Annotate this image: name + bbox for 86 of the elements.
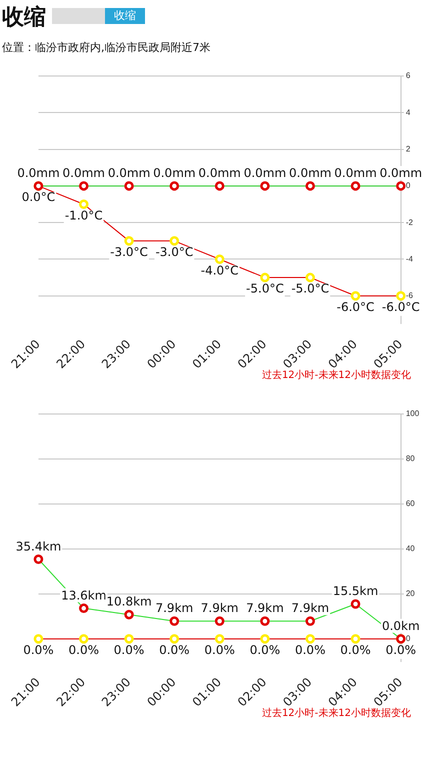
text: 过去12小时-未来12小时数据变化 bbox=[262, 706, 411, 720]
y-tick-label: 80 bbox=[406, 454, 416, 464]
point bbox=[350, 634, 360, 644]
point bbox=[305, 272, 315, 282]
y-tick-label: 20 bbox=[406, 589, 416, 598]
point bbox=[214, 634, 224, 644]
point bbox=[170, 236, 180, 246]
data-label: 0.0mm bbox=[17, 166, 60, 180]
data-label: 0.0% bbox=[159, 643, 190, 657]
point bbox=[396, 181, 406, 191]
y-tick-label: -4 bbox=[406, 254, 414, 264]
y-tick-label: 2 bbox=[406, 144, 411, 154]
point bbox=[79, 634, 88, 644]
y-tick-label: 0 bbox=[406, 181, 411, 190]
point bbox=[350, 181, 360, 191]
data-label: 13.6km bbox=[61, 588, 106, 602]
point bbox=[124, 634, 134, 644]
data-label: 0.0% bbox=[68, 643, 100, 657]
data-label: 7.9km bbox=[200, 601, 239, 616]
data-label: 0.0% bbox=[114, 643, 144, 657]
y-tick-label: 0 bbox=[406, 634, 411, 644]
y-tick-label: 4 bbox=[406, 108, 411, 117]
data-label: -5.0°C bbox=[291, 282, 330, 296]
data-label: 0.0mm bbox=[198, 166, 241, 180]
toggle-switch: 收缩 bbox=[52, 8, 145, 24]
data-label: 0.0% bbox=[294, 643, 326, 657]
data-label: 0.0% bbox=[204, 643, 235, 657]
data-label: -5.0°C bbox=[246, 282, 284, 296]
point bbox=[170, 616, 180, 626]
data-label: -3.0°C bbox=[110, 245, 148, 260]
point bbox=[214, 616, 224, 626]
data-label: 0.0% bbox=[340, 643, 371, 657]
point bbox=[305, 616, 315, 626]
data-label: -6.0°C bbox=[336, 300, 374, 314]
point bbox=[305, 634, 315, 644]
point bbox=[124, 610, 134, 620]
point bbox=[124, 236, 134, 246]
point bbox=[305, 181, 315, 191]
data-label: 0.0mm bbox=[62, 166, 105, 180]
data-label: -6.0°C bbox=[382, 300, 420, 314]
point bbox=[170, 181, 180, 191]
point bbox=[260, 272, 270, 282]
point bbox=[350, 291, 360, 301]
data-label: -3.0°C bbox=[155, 245, 194, 260]
point bbox=[124, 181, 134, 191]
data-label: 35.4km bbox=[16, 539, 62, 554]
point bbox=[260, 634, 270, 644]
point bbox=[34, 554, 44, 564]
data-label: 0.0mm bbox=[153, 166, 196, 180]
text: 过去12小时-未来12小时数据变化 bbox=[262, 368, 411, 382]
data-label: 0.0mm bbox=[108, 166, 150, 180]
data-label: 7.9km bbox=[291, 601, 330, 616]
y-tick-label: 60 bbox=[406, 499, 416, 508]
data-label: 0.0% bbox=[250, 643, 280, 657]
data-label: -1.0°C bbox=[64, 208, 103, 222]
data-label: 15.5km bbox=[332, 584, 378, 598]
y-tick-label: 40 bbox=[406, 544, 416, 554]
point bbox=[214, 181, 224, 191]
point bbox=[214, 254, 224, 264]
point bbox=[260, 616, 270, 626]
point bbox=[350, 599, 360, 609]
data-label: 0.0°C bbox=[22, 190, 56, 204]
y-tick-label: 100 bbox=[406, 409, 420, 418]
data-label: 0.0mm bbox=[244, 166, 286, 180]
data-label: 0.0% bbox=[386, 643, 416, 657]
data-label: -4.0°C bbox=[200, 263, 239, 278]
point bbox=[396, 291, 406, 301]
point bbox=[79, 200, 88, 210]
chart-title: 收缩 bbox=[2, 4, 46, 32]
point bbox=[170, 634, 180, 644]
point bbox=[260, 181, 270, 191]
point bbox=[34, 634, 44, 644]
y-tick-label: -2 bbox=[406, 218, 414, 227]
data-label: 10.8km bbox=[106, 594, 152, 609]
data-label: 0.0mm bbox=[334, 166, 377, 180]
data-label: 0.0mm bbox=[288, 166, 332, 180]
y-tick-label: 6 bbox=[406, 71, 411, 80]
data-label: 7.9km bbox=[155, 601, 194, 616]
data-label: 0.0km bbox=[382, 619, 420, 633]
y-tick-label: -6 bbox=[406, 291, 414, 300]
data-label: 0.0% bbox=[23, 643, 54, 657]
data-label: 7.9km bbox=[246, 601, 284, 616]
chart-subtitle: 位置：临汾市政府内,临汾市民政局附近7米 bbox=[2, 40, 210, 55]
point bbox=[79, 604, 88, 614]
point bbox=[79, 181, 88, 191]
data-label: 0.0mm bbox=[380, 166, 422, 180]
